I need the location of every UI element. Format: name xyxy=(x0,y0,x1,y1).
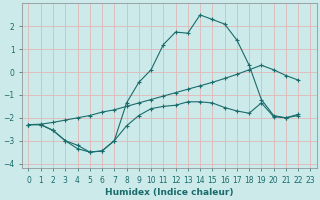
X-axis label: Humidex (Indice chaleur): Humidex (Indice chaleur) xyxy=(105,188,234,197)
